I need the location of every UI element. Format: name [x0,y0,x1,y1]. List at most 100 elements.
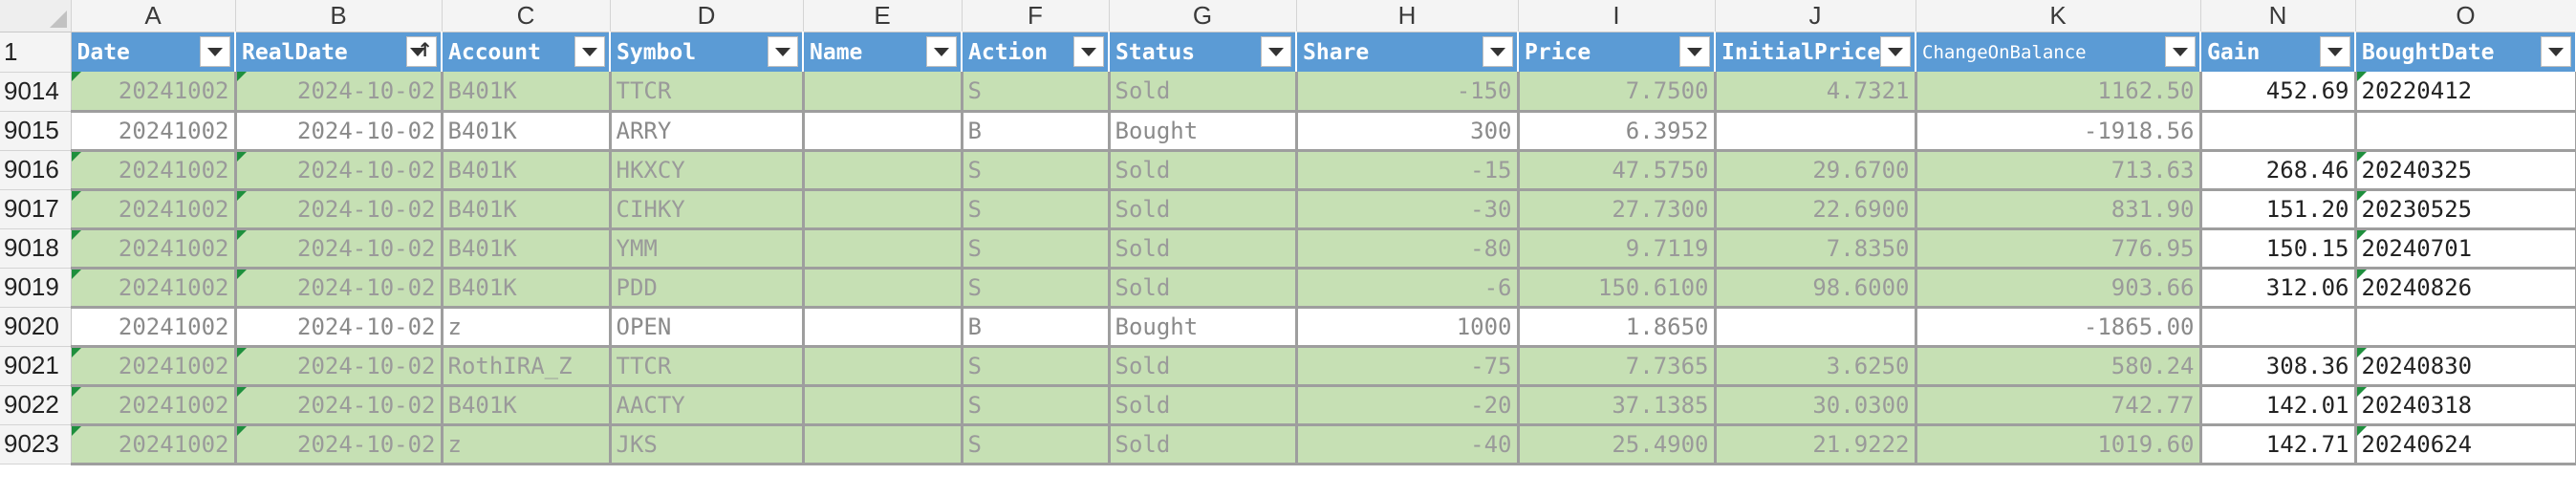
cell[interactable]: B401K [442,111,612,152]
cell[interactable]: 20241002 [71,307,237,348]
cell[interactable]: Sold [1109,228,1298,270]
cell[interactable]: 151.20 [2200,189,2357,230]
cell[interactable]: 20240830 [2355,346,2576,387]
column-header-e[interactable]: E [803,0,963,32]
cell[interactable]: Bought [1109,307,1298,348]
cell[interactable]: 2024-10-02 [235,111,444,152]
cell[interactable] [803,111,963,152]
cell[interactable]: 2024-10-02 [235,424,444,465]
cell[interactable]: Sold [1109,385,1298,426]
cell[interactable]: 37.1385 [1518,385,1717,426]
cell[interactable]: 452.69 [2200,72,2357,113]
cell[interactable]: 20241002 [71,424,237,465]
column-header-n[interactable]: N [2200,0,2356,32]
cell[interactable]: 831.90 [1916,189,2202,230]
row-number[interactable]: 1 [0,32,72,73]
cell[interactable]: 2024-10-02 [235,307,444,348]
cell[interactable]: 20241002 [71,72,237,113]
filter-dropdown-button[interactable] [2541,36,2571,67]
row-number[interactable]: 9020 [0,307,72,347]
column-header-j[interactable]: J [1715,0,1916,32]
row-number[interactable]: 9022 [0,385,72,425]
table-header-cell[interactable]: Action [962,32,1110,72]
cell[interactable]: 20241002 [71,150,237,191]
cell[interactable]: 9.7119 [1518,228,1717,270]
row-number[interactable]: 9021 [0,346,72,386]
cell[interactable]: 742.77 [1916,385,2202,426]
cell[interactable]: S [962,72,1111,113]
cell[interactable] [1715,111,1917,152]
cell[interactable]: -75 [1296,346,1520,387]
column-header-a[interactable]: A [71,0,236,32]
column-header-b[interactable]: B [235,0,443,32]
cell[interactable] [803,346,963,387]
cell[interactable] [1715,307,1917,348]
column-header-h[interactable]: H [1296,0,1519,32]
cell[interactable]: YMM [610,228,805,270]
cell[interactable]: PDD [610,268,805,309]
cell[interactable]: S [962,228,1111,270]
cell[interactable]: 150.6100 [1518,268,1717,309]
cell[interactable]: -1865.00 [1916,307,2202,348]
cell[interactable]: 25.4900 [1518,424,1717,465]
cell[interactable]: 7.8350 [1715,228,1917,270]
cell[interactable]: 308.36 [2200,346,2357,387]
cell[interactable]: 27.7300 [1518,189,1717,230]
filter-dropdown-button[interactable] [1261,36,1291,67]
cell[interactable]: AACTY [610,385,805,426]
cell[interactable]: 776.95 [1916,228,2202,270]
cell[interactable]: S [962,268,1111,309]
filter-dropdown-button[interactable] [2320,36,2350,67]
cell[interactable]: -6 [1296,268,1520,309]
cell[interactable] [803,189,963,230]
cell[interactable] [2200,307,2357,348]
cell[interactable]: 20241002 [71,111,237,152]
cell[interactable]: -1918.56 [1916,111,2202,152]
row-number[interactable]: 9017 [0,189,72,229]
cell[interactable]: z [442,307,612,348]
cell[interactable]: 903.66 [1916,268,2202,309]
cell[interactable]: HKXCY [610,150,805,191]
cell[interactable] [803,307,963,348]
cell[interactable]: S [962,346,1111,387]
cell[interactable]: B [962,307,1111,348]
cell[interactable]: Sold [1109,424,1298,465]
cell[interactable]: S [962,385,1111,426]
cell[interactable]: 580.24 [1916,346,2202,387]
sort-filter-dropdown-button[interactable]: ↑ [406,36,437,67]
cell[interactable]: 2024-10-02 [235,228,444,270]
cell[interactable]: 20241002 [71,228,237,270]
cell[interactable] [803,150,963,191]
column-header-d[interactable]: D [610,0,804,32]
cell[interactable]: B401K [442,189,612,230]
column-header-o[interactable]: O [2355,0,2576,32]
cell[interactable]: OPEN [610,307,805,348]
cell[interactable]: 21.9222 [1715,424,1917,465]
table-header-cell[interactable]: Symbol [610,32,804,72]
cell[interactable]: 20240701 [2355,228,2576,270]
cell[interactable]: 3.6250 [1715,346,1917,387]
cell[interactable]: Bought [1109,111,1298,152]
column-header-g[interactable]: G [1109,0,1297,32]
cell[interactable] [2355,111,2576,152]
cell[interactable]: 29.6700 [1715,150,1917,191]
table-header-cell[interactable]: ChangeOnBalance [1916,32,2201,72]
row-number[interactable]: 9018 [0,228,72,269]
table-header-cell[interactable]: Gain [2200,32,2356,72]
cell[interactable] [803,268,963,309]
cell[interactable]: 2024-10-02 [235,189,444,230]
row-number[interactable]: 9023 [0,424,72,465]
cell[interactable]: S [962,150,1111,191]
cell[interactable]: CIHKY [610,189,805,230]
cell[interactable] [803,72,963,113]
cell[interactable]: Sold [1109,150,1298,191]
cell[interactable]: 300 [1296,111,1520,152]
column-header-k[interactable]: K [1916,0,2201,32]
table-header-cell[interactable]: Share [1296,32,1519,72]
row-number[interactable]: 9019 [0,268,72,308]
cell[interactable]: 312.06 [2200,268,2357,309]
cell[interactable]: B401K [442,150,612,191]
cell[interactable]: TTCR [610,346,805,387]
cell[interactable] [2355,307,2576,348]
cell[interactable]: B401K [442,72,612,113]
